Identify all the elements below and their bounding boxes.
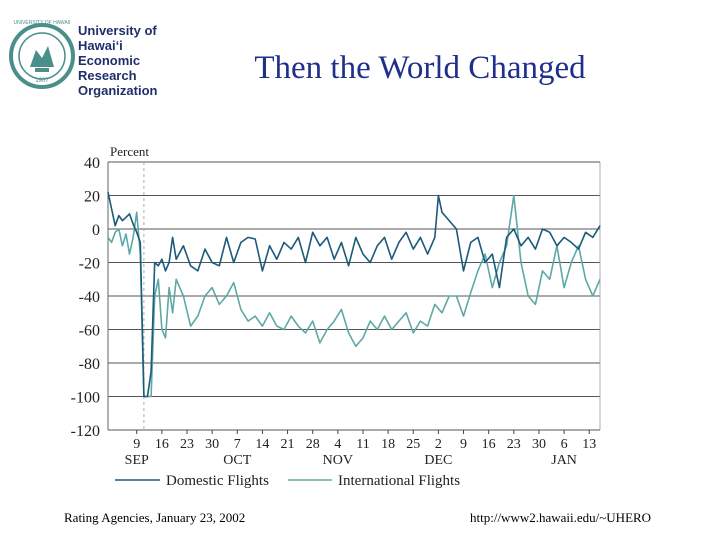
x-tick-label: 28 — [306, 437, 320, 452]
y-axis-label: Percent — [110, 144, 149, 159]
domestic-flights-line — [107, 192, 601, 398]
logo-line-5: Organization — [78, 83, 158, 98]
flights-chart: 40 20 0 -20 -40 -60 -80 -100 -120 Percent 9 16 23 30 7… — [71, 144, 601, 489]
x-month-label: NOV — [323, 453, 353, 468]
y-tick-label: -100 — [71, 390, 100, 407]
y-tick-label: -20 — [79, 256, 100, 273]
y-tick-label: -60 — [79, 323, 100, 340]
university-seal: 1907 UNIVERSITY OF HAWAII — [9, 20, 75, 89]
legend-label-domestic: Domestic Flights — [166, 473, 269, 489]
x-tick-label: 30 — [532, 437, 546, 452]
x-tick-label: 14 — [255, 437, 269, 452]
x-month-label: JAN — [551, 453, 577, 468]
x-month-label: DEC — [424, 453, 452, 468]
y-tick-label: 0 — [92, 222, 100, 239]
x-tick-label: 2 — [435, 437, 442, 452]
x-tick-label: 9 — [460, 437, 467, 452]
x-tick-label: 4 — [334, 437, 341, 452]
y-tick-label: -120 — [71, 423, 100, 440]
x-tick-label: 18 — [381, 437, 395, 452]
x-tick-label: 23 — [180, 437, 194, 452]
footer-url: http://www2.hawaii.edu/~UHERO — [470, 510, 652, 525]
y-tick-label: -40 — [79, 289, 100, 306]
logo-line-4: Research — [78, 68, 137, 83]
x-tick-label: 11 — [356, 437, 369, 452]
logo-line-3: Economic — [78, 53, 140, 68]
logo-line-1: University of — [78, 23, 157, 38]
slide-title: Then the World Changed — [254, 50, 586, 86]
uhero-logo: 1907 UNIVERSITY OF HAWAII University of … — [9, 20, 158, 98]
international-flights-line — [107, 194, 601, 398]
x-tick-label: 16 — [482, 437, 496, 452]
x-tick-label: 23 — [507, 437, 521, 452]
legend-label-international: International Flights — [338, 473, 460, 489]
footer-source: Rating Agencies, January 23, 2002 — [64, 510, 246, 525]
x-tick-label: 25 — [406, 437, 420, 452]
x-month-label: SEP — [125, 453, 149, 468]
x-tick-label: 13 — [582, 437, 596, 452]
y-tick-label: -80 — [79, 356, 100, 373]
x-tick-label: 6 — [561, 437, 568, 452]
x-month-label: OCT — [223, 453, 251, 468]
x-tick-label: 21 — [281, 437, 295, 452]
x-tick-label: 9 — [133, 437, 140, 452]
seal-year: 1907 — [35, 78, 49, 84]
y-tick-label: 20 — [84, 189, 100, 206]
seal-text: UNIVERSITY OF HAWAII — [13, 20, 70, 26]
x-tick-label: 16 — [155, 437, 169, 452]
y-tick-label: 40 — [84, 155, 100, 172]
x-tick-label: 7 — [234, 437, 241, 452]
x-tick-label: 30 — [205, 437, 219, 452]
logo-line-2: Hawai‘i — [78, 38, 123, 53]
